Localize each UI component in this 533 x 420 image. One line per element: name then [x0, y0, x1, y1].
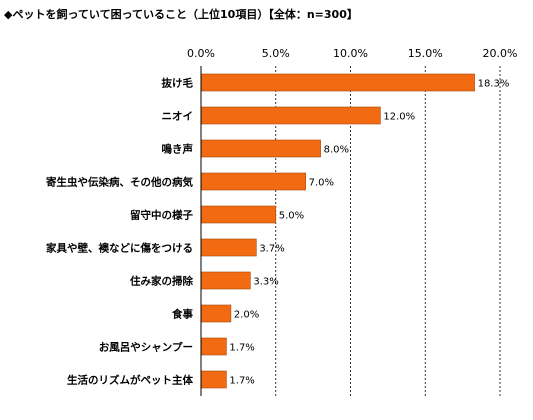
- value-label: 7.0%: [309, 178, 334, 189]
- category-label: 住み家の掃除: [130, 275, 193, 288]
- value-label: 2.0%: [234, 310, 259, 321]
- value-label: 18.3%: [478, 79, 510, 90]
- x-axis-ticks: 0.0% 5.0% 10.0% 15.0% 20.0%: [187, 47, 517, 60]
- value-label: 1.7%: [229, 343, 254, 354]
- category-label: 生活のリズムがペット主体: [67, 374, 193, 387]
- x-tick-label: 10.0%: [333, 47, 368, 60]
- bar: [200, 304, 232, 323]
- category-label: 家具や壁、襖などに傷をつける: [46, 242, 193, 255]
- category-label: お風呂やシャンプー: [99, 341, 193, 354]
- x-tick-label: 5.0%: [262, 47, 290, 60]
- bar: [200, 106, 381, 125]
- bar: [200, 337, 227, 356]
- value-label: 5.0%: [279, 211, 304, 222]
- x-tick-label: 0.0%: [187, 47, 215, 60]
- bar: [200, 73, 475, 92]
- value-label: 1.7%: [229, 376, 254, 387]
- category-label: 食事: [171, 308, 193, 321]
- category-label: 寄生虫や伝染病、その他の病気: [46, 176, 193, 189]
- bar: [200, 271, 251, 290]
- category-label: 留守中の様子: [130, 209, 193, 222]
- x-tick-label: 15.0%: [408, 47, 443, 60]
- category-label: 鳴き声: [162, 143, 194, 156]
- bar: [200, 238, 257, 257]
- bar: [200, 205, 277, 224]
- bars: [200, 73, 475, 389]
- category-labels: 抜け毛ニオイ鳴き声寄生虫や伝染病、その他の病気留守中の様子家具や壁、襖などに傷を…: [46, 77, 193, 387]
- value-label: 8.0%: [324, 145, 349, 156]
- bar: [200, 172, 306, 191]
- chart-title: ◆ペットを飼っていて困っていること（上位10項目）【全体：n=300】: [4, 7, 358, 21]
- x-tick-label: 20.0%: [483, 47, 518, 60]
- bar: [200, 370, 227, 389]
- value-labels: 18.3% 12.0% 8.0% 7.0% 5.0% 3.7% 3.3% 2.0% 1.7% 1.…: [229, 79, 509, 387]
- category-label: 抜け毛: [162, 77, 194, 90]
- value-label: 3.3%: [253, 277, 278, 288]
- value-label: 3.7%: [259, 244, 284, 255]
- bar: [200, 139, 321, 158]
- category-label: ニオイ: [162, 111, 194, 123]
- value-label: 12.0%: [383, 112, 415, 123]
